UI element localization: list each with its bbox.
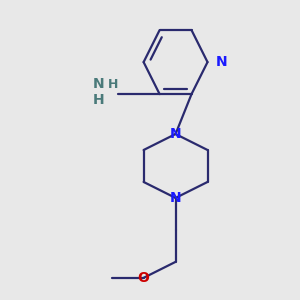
Text: N: N bbox=[170, 127, 182, 141]
Text: N: N bbox=[215, 55, 227, 69]
Text: O: O bbox=[138, 271, 149, 285]
Text: H: H bbox=[93, 94, 105, 107]
Text: N: N bbox=[93, 77, 105, 92]
Text: N: N bbox=[170, 191, 182, 205]
Text: H: H bbox=[108, 78, 119, 91]
